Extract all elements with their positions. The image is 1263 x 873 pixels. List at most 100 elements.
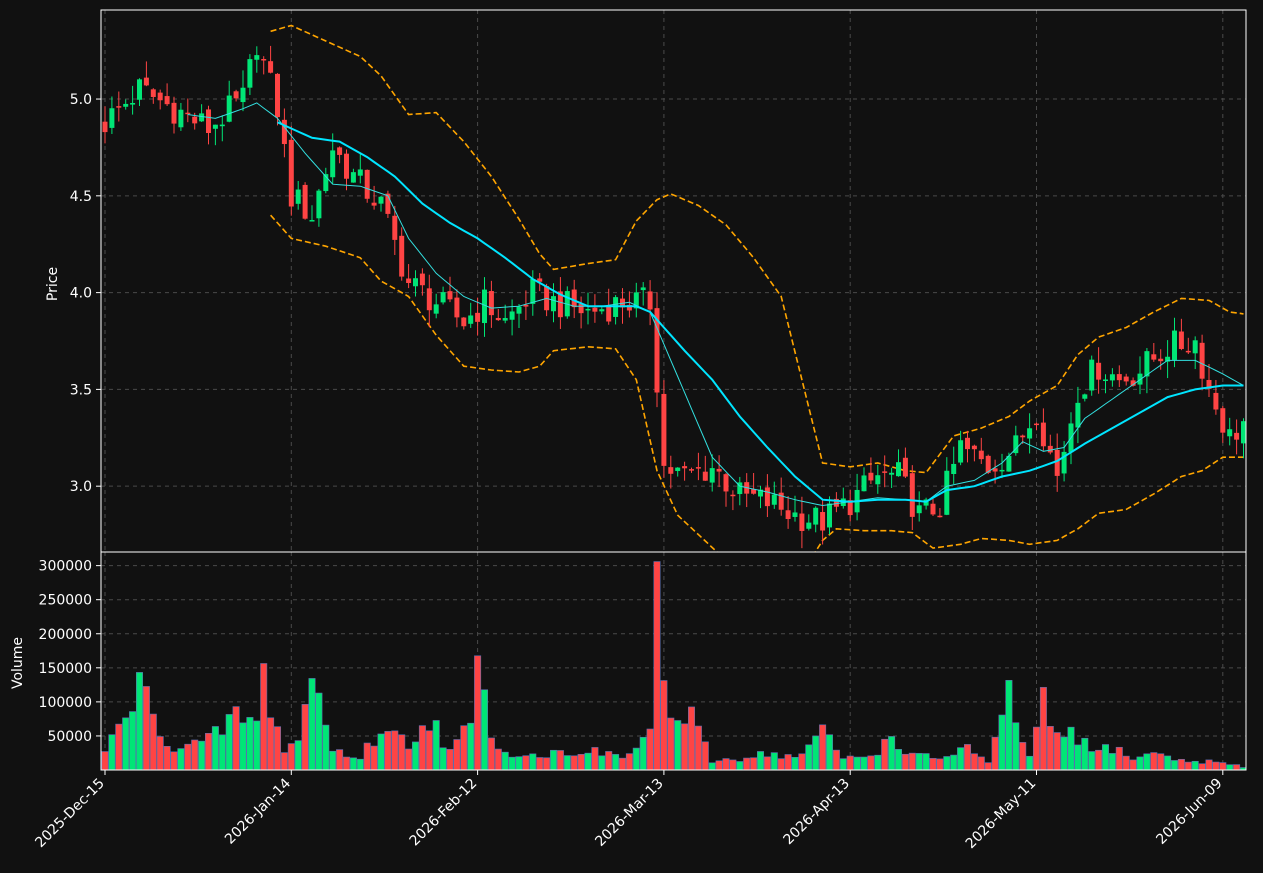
volume-bar bbox=[860, 756, 868, 770]
volume-bar bbox=[743, 757, 751, 770]
candle-body bbox=[199, 113, 205, 122]
volume-bar bbox=[894, 749, 902, 770]
candle-body bbox=[1241, 421, 1246, 444]
volume-tick-label: 50000 bbox=[47, 729, 92, 745]
candle-body bbox=[647, 291, 653, 310]
candle-body bbox=[392, 215, 398, 240]
volume-bar bbox=[115, 723, 123, 770]
volume-bar bbox=[301, 704, 309, 770]
candle-body bbox=[930, 503, 936, 515]
volume-bar bbox=[377, 733, 385, 770]
candle-body bbox=[592, 307, 598, 312]
volume-bar bbox=[370, 745, 378, 770]
volume-bar bbox=[149, 713, 157, 770]
volume-bar bbox=[625, 753, 633, 770]
candle-body bbox=[240, 87, 246, 103]
candle-body bbox=[709, 468, 715, 483]
volume-bar bbox=[722, 758, 730, 770]
candle-body bbox=[247, 59, 253, 88]
price-tick-label: 5.0 bbox=[70, 92, 92, 108]
candle-body bbox=[323, 174, 329, 192]
volume-bar bbox=[439, 747, 447, 770]
candle-body bbox=[357, 169, 363, 176]
volume-bar bbox=[874, 754, 882, 770]
volume-bar bbox=[1233, 764, 1241, 770]
volume-bar bbox=[715, 760, 723, 770]
volume-bar bbox=[660, 680, 668, 770]
candle-body bbox=[578, 303, 584, 314]
candle-body bbox=[1054, 449, 1060, 476]
candle-body bbox=[868, 472, 874, 481]
volume-bar bbox=[577, 754, 585, 770]
volume-bar bbox=[812, 735, 820, 770]
volume-bar bbox=[584, 752, 592, 770]
volume-bar bbox=[1067, 726, 1075, 770]
volume-bar bbox=[101, 751, 109, 770]
volume-bar bbox=[605, 751, 613, 770]
volume-bar bbox=[349, 757, 357, 770]
candle-body bbox=[461, 317, 467, 327]
candle-body bbox=[185, 112, 191, 115]
volume-bar bbox=[832, 749, 840, 770]
candle-body bbox=[916, 505, 922, 514]
volume-bar bbox=[853, 756, 861, 770]
price-axis-title: Price bbox=[45, 267, 61, 301]
volume-bar bbox=[736, 761, 744, 770]
candle-body bbox=[1227, 429, 1233, 437]
candle-body bbox=[675, 467, 681, 472]
volume-bar bbox=[846, 755, 854, 770]
volume-bar bbox=[122, 717, 130, 770]
price-tick-label: 4.5 bbox=[70, 189, 92, 205]
volume-bar bbox=[522, 755, 530, 770]
volume-bar bbox=[998, 714, 1006, 770]
volume-bar bbox=[839, 758, 847, 770]
volume-bar bbox=[536, 757, 544, 770]
candle-body bbox=[633, 292, 639, 309]
candle-body bbox=[1158, 358, 1164, 362]
candle-body bbox=[965, 437, 970, 450]
candle-body bbox=[1089, 359, 1095, 391]
volume-bar bbox=[543, 757, 551, 770]
volume-bar bbox=[1005, 680, 1013, 770]
volume-bar bbox=[1143, 753, 1151, 770]
volume-bar bbox=[1039, 687, 1047, 770]
volume-bar bbox=[1019, 742, 1027, 770]
volume-bar bbox=[687, 706, 695, 770]
volume-bar bbox=[1081, 737, 1089, 770]
candle-body bbox=[426, 288, 432, 311]
candle-body bbox=[847, 500, 853, 516]
ma-slow-line bbox=[277, 121, 1244, 503]
volume-bar bbox=[784, 754, 792, 770]
candle-body bbox=[385, 193, 391, 214]
volume-bar bbox=[163, 745, 171, 770]
candle-body bbox=[751, 489, 757, 494]
candle-body bbox=[833, 498, 839, 507]
volume-bar bbox=[398, 734, 406, 770]
candle-body bbox=[212, 124, 218, 129]
volume-bar bbox=[273, 726, 281, 770]
candle-body bbox=[495, 317, 501, 321]
volume-bar bbox=[246, 717, 254, 770]
volume-bar bbox=[1171, 760, 1179, 770]
volume-bar bbox=[618, 757, 626, 770]
candle-body bbox=[447, 291, 453, 300]
candle-body bbox=[123, 103, 129, 107]
volume-bar bbox=[1012, 722, 1020, 770]
candle-body bbox=[1096, 362, 1102, 380]
volume-bar bbox=[556, 750, 564, 770]
price-grid bbox=[101, 10, 1246, 552]
volume-bar bbox=[391, 730, 399, 770]
volume-bar bbox=[825, 734, 833, 770]
volume-bar bbox=[211, 726, 219, 770]
candle-body bbox=[606, 305, 612, 322]
volume-bar bbox=[1164, 755, 1172, 770]
candle-body bbox=[689, 469, 694, 471]
volume-bar bbox=[384, 731, 392, 770]
volume-bar bbox=[763, 756, 771, 770]
volume-bar bbox=[1102, 744, 1110, 770]
candle-body bbox=[1082, 394, 1088, 399]
candle-body bbox=[978, 450, 984, 460]
candle-body bbox=[695, 467, 701, 469]
candle-body bbox=[985, 455, 991, 473]
volume-bar bbox=[970, 753, 978, 770]
